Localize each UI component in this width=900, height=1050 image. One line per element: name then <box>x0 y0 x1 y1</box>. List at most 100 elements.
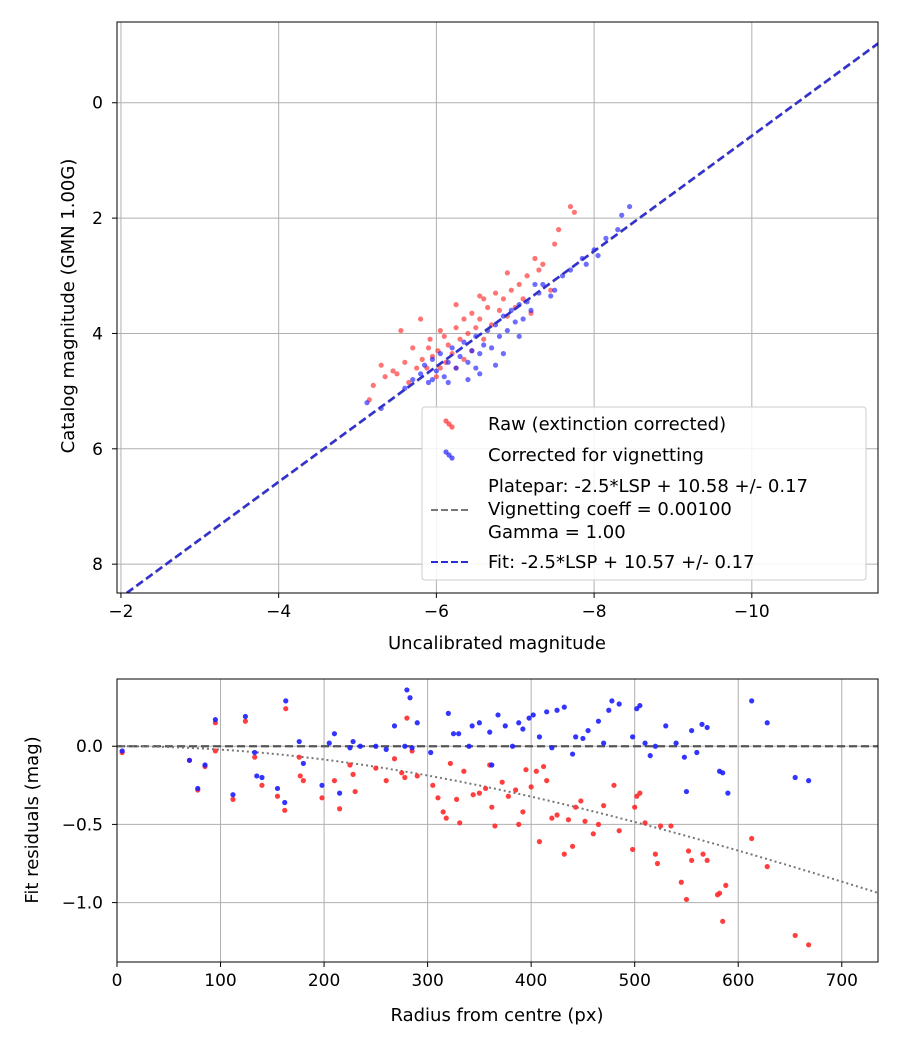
top-raw-point <box>398 327 404 334</box>
bottom-corrected-point <box>283 698 289 704</box>
bottom-raw-point <box>749 835 755 842</box>
bottom-raw-point <box>230 796 236 802</box>
bottom-raw-point <box>642 820 648 826</box>
top-raw-point <box>410 345 416 351</box>
bottom-corrected-point <box>595 718 602 724</box>
legend-raw-marker-2 <box>443 418 449 424</box>
top-raw-point <box>481 296 487 302</box>
bottom-corrected-point <box>681 754 687 760</box>
top-raw-point <box>524 273 530 279</box>
bottom-corrected-point <box>350 738 356 745</box>
bottom-corrected-point <box>601 740 607 746</box>
bottom-y-tick-label: 0.0 <box>76 737 103 757</box>
top-corrected-point <box>548 293 554 299</box>
bottom-corrected-point <box>580 735 586 742</box>
bottom-corrected-point <box>456 731 462 737</box>
top-raw-point <box>390 368 396 374</box>
bottom-x-ticks: 0 100 200 300 400 500 600 700 <box>112 962 858 991</box>
top-corrected-point <box>488 345 495 351</box>
top-raw-point <box>540 261 546 267</box>
top-corrected-point <box>492 362 499 368</box>
top-corrected-point <box>532 281 538 288</box>
bottom-raw-point <box>652 851 658 857</box>
bottom-raw-point <box>582 818 588 824</box>
bottom-corrected-point <box>637 702 643 709</box>
top-raw-point <box>477 316 483 322</box>
bottom-raw-point <box>561 851 567 857</box>
top-raw-point <box>548 287 554 293</box>
top-raw-point <box>481 336 487 342</box>
bottom-corrected-point <box>383 746 389 752</box>
bottom-raw-point <box>520 809 526 815</box>
bottom-corrected-point <box>254 773 260 779</box>
bottom-corrected-point <box>509 743 516 749</box>
top-raw-point <box>496 307 503 313</box>
top-corrected-point <box>461 339 467 345</box>
top-x-tick-label: −10 <box>734 602 770 622</box>
bottom-corrected-point <box>694 749 700 756</box>
bottom-y-tick-label: −0.5 <box>62 815 103 835</box>
top-corrected-point <box>364 400 370 406</box>
bottom-reference-lines <box>117 745 878 894</box>
bottom-raw-point <box>282 807 288 813</box>
top-corrected-point <box>449 345 455 351</box>
bottom-corrected-point <box>609 698 615 704</box>
bottom-raw-point <box>440 809 446 815</box>
top-raw-point <box>445 342 451 348</box>
bottom-raw-point <box>668 823 674 829</box>
top-corrected-point <box>457 353 463 360</box>
top-raw-point <box>504 270 510 276</box>
bottom-y-axis-label: Fit residuals (mag) <box>22 736 43 903</box>
top-corrected-point <box>421 362 428 368</box>
bottom-corrected-point <box>561 704 567 710</box>
bottom-corrected-point <box>606 707 612 713</box>
top-raw-point <box>370 382 376 388</box>
bottom-corrected-point <box>554 707 560 713</box>
top-raw-point <box>571 209 577 215</box>
bottom-raw-point <box>689 857 695 863</box>
bottom-x-tick-label: 0 <box>112 971 123 991</box>
top-raw-point <box>567 203 574 210</box>
bottom-raw-point <box>337 806 343 812</box>
bottom-corrected-point <box>526 715 532 721</box>
bottom-corrected-point <box>476 720 482 726</box>
bottom-corrected-point <box>414 720 420 726</box>
bottom-corrected-point <box>296 738 302 745</box>
bottom-raw-point <box>274 793 281 799</box>
bottom-corrected-point <box>704 724 710 731</box>
top-raw-point <box>473 325 479 331</box>
top-raw-point <box>477 293 483 299</box>
top-corrected-point <box>477 371 483 377</box>
top-y-tick-label: 6 <box>92 440 103 460</box>
bottom-raw-point <box>296 754 302 760</box>
bottom-corrected-point <box>202 762 208 768</box>
bottom-x-tick-label: 300 <box>411 971 443 991</box>
bottom-scatter-points <box>119 687 812 948</box>
top-raw-point <box>437 327 443 334</box>
top-corrected-point <box>453 365 459 371</box>
bottom-raw-point <box>616 828 622 834</box>
top-corrected-point <box>465 376 471 383</box>
bottom-raw-point <box>704 857 710 863</box>
bottom-x-tick-label: 600 <box>722 971 754 991</box>
bottom-raw-point <box>300 778 306 784</box>
top-raw-point <box>419 356 425 363</box>
top-corrected-point <box>516 333 522 339</box>
bottom-raw-point <box>414 773 420 779</box>
bottom-x-axis-label: Radius from centre (px) <box>390 1005 603 1026</box>
bottom-raw-point <box>242 718 248 724</box>
bottom-raw-point <box>402 774 408 781</box>
bottom-x-tick-label: 100 <box>204 971 236 991</box>
bottom-x-tick-label: 500 <box>618 971 650 991</box>
bottom-raw-point <box>637 790 643 796</box>
top-corrected-point <box>567 267 574 273</box>
bottom-raw-point <box>569 843 576 849</box>
top-raw-point <box>465 330 471 337</box>
bottom-raw-point <box>476 790 482 796</box>
bottom-corrected-point <box>450 731 457 737</box>
bottom-raw-point <box>683 896 690 903</box>
bottom-corrected-point <box>274 785 281 792</box>
bottom-raw-point <box>404 715 410 721</box>
bottom-x-tick-label: 200 <box>308 971 340 991</box>
bottom-corrected-point <box>319 782 325 788</box>
